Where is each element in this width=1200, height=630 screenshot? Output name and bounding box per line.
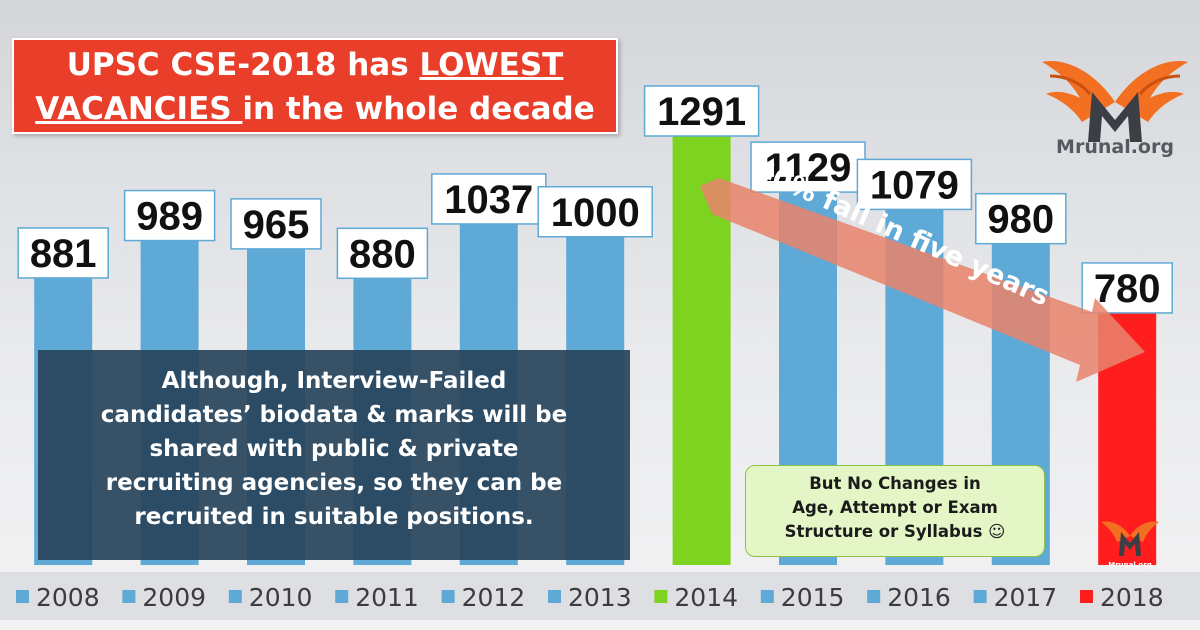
value-label: 1037	[444, 178, 533, 222]
legend-swatch	[228, 590, 242, 603]
mini-logo-text: Mrunal.org	[1108, 561, 1151, 569]
legend: 2008 2009 2010 2011 2012 2013 2014 2015 2016 2017…	[16, 583, 1164, 612]
title-line2-part1: VACANCIES	[35, 91, 243, 127]
legend-label: 2017	[994, 583, 1058, 612]
legend-label: 2012	[462, 583, 526, 612]
title-line1-part1: UPSC CSE-2018 has	[66, 47, 420, 83]
value-label-box	[975, 192, 1067, 245]
legend-swatch	[548, 590, 561, 603]
note-line: Although, Interview-Failed	[161, 368, 507, 394]
legend-label: 2008	[36, 583, 100, 612]
green-note-line: Age, Attempt or Exam	[792, 498, 998, 517]
value-label: 1291	[657, 90, 746, 134]
value-label: 881	[30, 232, 97, 276]
value-label-box	[230, 198, 322, 250]
value-label: 780	[1094, 267, 1161, 311]
value-label-box	[123, 189, 216, 242]
value-label: 980	[987, 198, 1054, 242]
note-line: recruiting agencies, so they can be	[105, 470, 563, 496]
value-label-box	[431, 173, 547, 225]
value-label: 880	[349, 232, 416, 276]
interview-failed-note: Although, Interview-Failed candidates’ b…	[38, 350, 630, 560]
note-line: recruited in suitable positions.	[134, 504, 534, 530]
trend-arrow-group	[700, 178, 1145, 382]
legend-swatch	[335, 590, 349, 603]
trend-arrow-icon	[700, 178, 1145, 382]
value-label: 989	[136, 195, 203, 239]
title-line1-part2: LOWEST	[419, 47, 564, 83]
legend-swatch	[122, 590, 136, 603]
legend-label: 2015	[781, 583, 845, 612]
green-note-line: But No Changes in	[809, 474, 981, 493]
legend-swatch	[760, 590, 774, 603]
title-line2-part2: in the whole decade	[242, 91, 595, 127]
legend-swatch	[973, 590, 987, 603]
legend-swatch	[867, 590, 881, 603]
value-label-box	[336, 227, 429, 280]
logo-text: Mrunal.org	[1056, 136, 1174, 158]
note-line: candidates’ biodata & marks will be	[100, 402, 568, 428]
legend-label: 2016	[887, 583, 951, 612]
value-label-box	[750, 141, 866, 193]
legend-swatch	[16, 590, 29, 603]
winged-m-logo-icon	[1042, 61, 1188, 142]
value-label: 1000	[551, 191, 640, 235]
legend-swatch	[654, 590, 668, 603]
chart-title: UPSC CSE-2018 has LOWEST VACANCIES in th…	[12, 38, 618, 134]
mini-watermark-logo-icon: Mrunal.org	[1101, 521, 1159, 569]
value-label: 965	[243, 203, 310, 247]
value-label: 1079	[870, 163, 959, 207]
legend-band	[0, 572, 1200, 620]
legend-label: 2018	[1100, 583, 1164, 612]
value-label-box	[643, 85, 760, 137]
legend-label: 2011	[355, 583, 419, 612]
legend-label: 2010	[249, 583, 313, 612]
no-changes-note: But No Changes in Age, Attempt or Exam S…	[745, 465, 1045, 557]
legend-swatch	[1080, 590, 1093, 603]
value-label-box	[17, 227, 109, 279]
note-line: shared with public & private	[149, 436, 519, 462]
value-label-box	[856, 158, 973, 211]
legend-label: 2014	[674, 583, 738, 612]
value-labels-group: 881 989 965 880 1037 1000 1291 1129 1079 980 780	[17, 85, 1173, 314]
legend-label: 2009	[142, 583, 206, 612]
value-label: 1129	[765, 146, 852, 190]
legend-swatch	[441, 590, 455, 603]
green-note-line: Structure or Syllabus ☺	[784, 522, 1006, 541]
legend-label: 2013	[568, 583, 632, 612]
value-label-box	[537, 186, 653, 238]
